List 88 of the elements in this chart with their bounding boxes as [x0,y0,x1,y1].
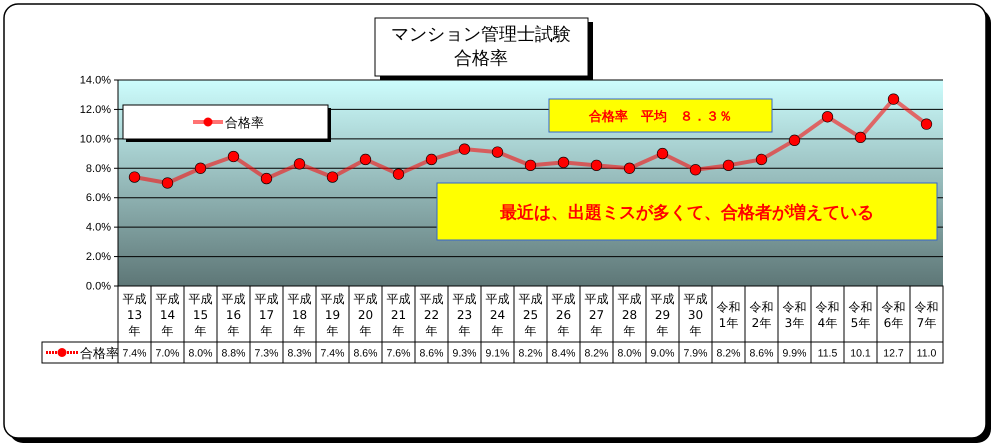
x-tick-label: 平成13年 [122,292,146,338]
legend-label: 合格率 [225,115,264,131]
text: 合格率 [80,346,119,362]
point [690,164,702,176]
data-label: 9.1% [486,348,510,360]
data-label: 7.4% [122,348,146,360]
data-label: 11.0 [916,348,936,360]
point [228,150,240,162]
x-tick-label: 平成26年 [552,292,576,338]
x-tick-label: 平成27年 [584,292,608,338]
x-tick-label: 令和3年 [782,300,806,330]
point [360,154,372,166]
x-tick-label: 平成16年 [222,292,246,338]
x-tick-label: 平成17年 [254,292,278,338]
x-tick-label: 平成28年 [618,292,642,338]
point [128,171,140,183]
point [294,158,306,170]
point [756,154,768,166]
chart-title: マンション管理士試験合格率 [391,24,571,69]
x-tick-label: 平成15年 [188,292,212,338]
x-tick-label: 令和5年 [848,300,872,330]
point [656,148,668,160]
point [492,146,504,158]
y-tick-label: 12.0% [80,104,112,116]
data-label: 8.6% [354,348,378,360]
x-tick-label: 令和1年 [716,300,740,330]
data-label: 8.6% [750,348,774,360]
data-label: 12.7 [883,348,904,360]
y-tick-label: 14.0% [80,74,112,87]
point [722,160,734,171]
data-label: 8.4% [552,348,576,360]
point [590,160,602,171]
data-label: 10.1 [850,348,871,360]
y-tick-label: 8.0% [86,162,112,175]
y-tick-label: 6.0% [86,192,112,204]
point [822,111,834,122]
x-tick-label: 平成14年 [156,292,180,338]
data-label: 9.9% [782,348,806,360]
x-tick-label: 平成29年 [650,292,674,338]
data-label: 7.0% [156,348,180,360]
annotation: 合格率 平均 ８．３％ [588,108,732,124]
data-label: 8.0% [188,348,212,360]
point [194,162,206,174]
data-label: 8.2% [716,348,740,360]
data-label: 9.0% [650,348,674,360]
x-tick-label: 令和6年 [882,300,906,330]
x-tick-label: 平成21年 [386,292,410,338]
x-tick-label: 平成22年 [420,292,444,338]
x-tick-label: 平成18年 [288,292,312,338]
y-tick-label: 4.0% [86,222,112,234]
data-label: 11.5 [818,348,838,360]
x-tick-label: 令和2年 [750,300,774,330]
annotation: 最近は、出題ミスが多くて、合格者が増えている [499,202,874,223]
data-label: 8.0% [618,348,642,360]
point [624,162,636,174]
point [458,144,470,155]
data-label: 7.9% [684,348,708,360]
data-label: 8.2% [584,348,608,360]
data-label: 8.3% [288,348,312,360]
point [854,132,866,144]
data-label: 8.6% [420,348,444,360]
point [392,168,404,180]
point [558,156,570,168]
point [260,172,272,184]
x-tick-label: 平成19年 [320,292,344,338]
x-tick-label: 平成25年 [518,292,542,338]
data-label: 7.4% [320,348,344,360]
y-tick-label: 10.0% [80,133,112,146]
x-tick-label: 平成30年 [684,292,708,338]
point [426,154,438,166]
x-tick-label: 令和4年 [816,300,840,330]
point [524,160,536,171]
data-label: 9.3% [452,348,476,360]
x-tick-label: 平成23年 [452,292,476,338]
y-tick-label: 2.0% [86,251,112,264]
y-tick-label: 0.0% [86,280,112,293]
x-tick-label: 平成24年 [486,292,510,338]
point [888,93,900,105]
x-tick-label: 令和7年 [914,300,938,330]
data-label: 7.3% [254,348,278,360]
x-tick-label: 平成20年 [354,292,378,338]
point [788,134,800,146]
point [326,171,338,183]
point [162,177,174,189]
data-label: 7.6% [386,348,410,360]
data-label: 8.8% [222,348,246,360]
point [920,118,932,130]
data-label: 8.2% [518,348,542,360]
